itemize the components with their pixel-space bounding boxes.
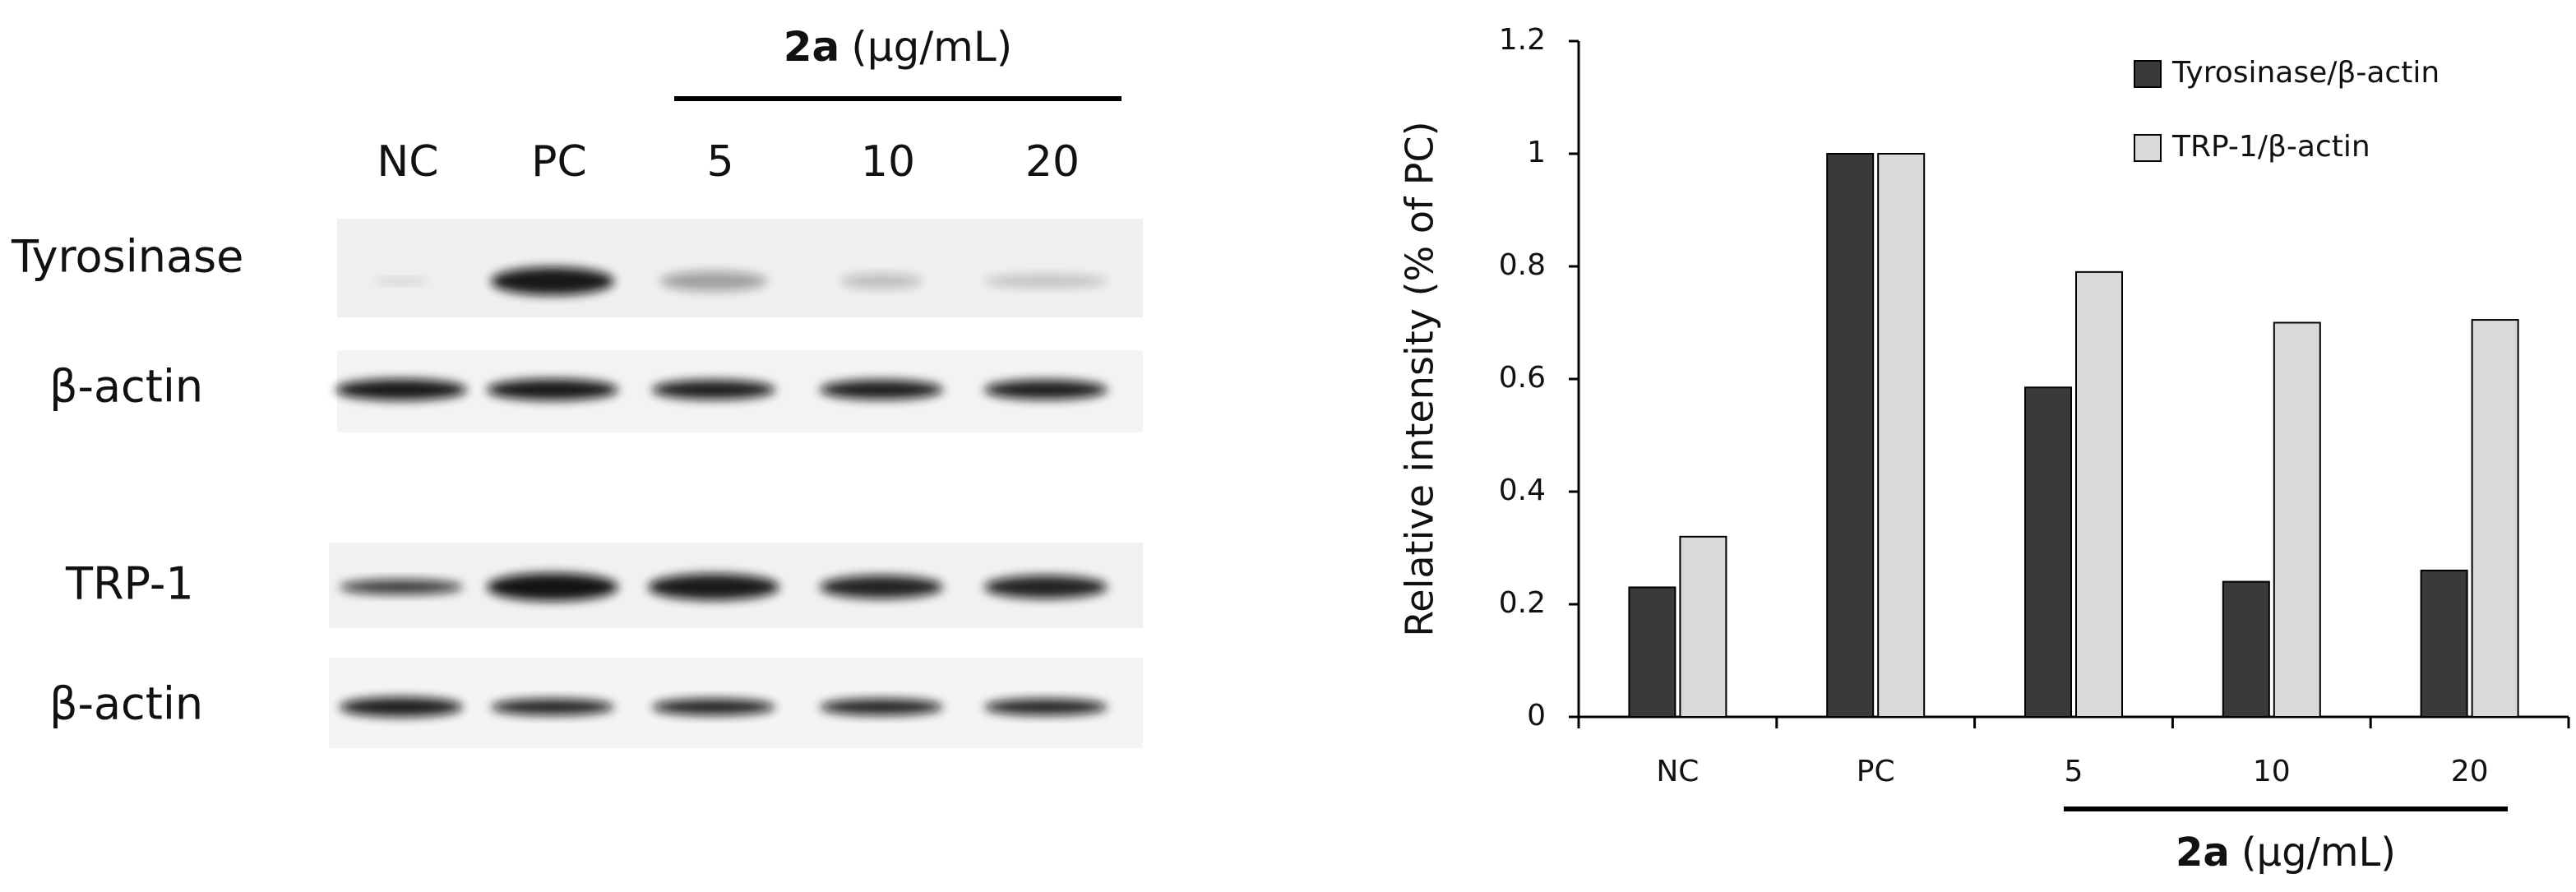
blot-band — [652, 380, 775, 400]
blot-band — [491, 699, 614, 715]
group-label: 2a (μg/mL) — [784, 23, 1013, 71]
row-label: TRP-1 — [65, 558, 194, 610]
row-label: Tyrosinase — [11, 231, 243, 283]
group-unit: (μg/mL) — [851, 23, 1012, 71]
legend-swatch — [2134, 60, 2162, 88]
bar — [2222, 580, 2270, 718]
blot-band — [340, 697, 463, 717]
y-tick-label: 0.2 — [1499, 586, 1546, 620]
blot-band — [487, 573, 618, 601]
legend-label: TRP-1/β-actin — [2171, 130, 2370, 164]
x-tick-label: 10 — [2253, 755, 2291, 788]
blot-band — [340, 580, 463, 594]
y-tick-label: 1.2 — [1499, 23, 1546, 57]
blot-band — [820, 699, 943, 715]
blot-band — [984, 275, 1108, 288]
blot-band — [652, 699, 775, 715]
bar-chart: Relative intensity (% of PC) 2a (μg/mL) 0… — [1398, 23, 2570, 876]
group-bold: 2a — [2176, 830, 2230, 876]
lane-label: NC — [377, 137, 438, 187]
row-label: β-actin — [49, 361, 203, 413]
lane-label: 5 — [706, 137, 733, 187]
lane-label: PC — [531, 137, 587, 187]
bar — [1877, 153, 1926, 718]
blot-band — [648, 574, 779, 600]
bar — [2471, 319, 2519, 718]
western-blot: 2a (μg/mL) NC PC 5 10 20 Tyrosinase β-actin TRP-… — [11, 23, 1143, 748]
blot-band — [335, 379, 467, 400]
y-axis-label: Relative intensity (% of PC) — [1398, 121, 1442, 636]
blot-band — [984, 575, 1108, 599]
y-tick-label: 1 — [1527, 136, 1546, 169]
group-unit: (μg/mL) — [2241, 830, 2396, 876]
blot-band — [984, 699, 1108, 715]
x-tick-label: 20 — [2451, 755, 2489, 788]
y-tick-label: 0 — [1527, 699, 1546, 733]
blot-band — [372, 278, 430, 284]
x-tick-label: 5 — [2065, 755, 2083, 788]
blot-band — [487, 379, 618, 400]
x-tick-label: PC — [1857, 755, 1895, 788]
bar — [2273, 321, 2321, 718]
row-label: β-actin — [49, 678, 203, 730]
lane-label: 10 — [861, 137, 915, 187]
group-label: 2a (μg/mL) — [2176, 830, 2396, 876]
bar — [1826, 153, 1875, 718]
bar — [2024, 386, 2072, 718]
lane-label: 20 — [1025, 137, 1080, 187]
blot-band — [820, 575, 943, 599]
blot-band — [660, 271, 767, 291]
bar — [2420, 569, 2468, 719]
y-tick-label: 0.6 — [1499, 361, 1546, 395]
y-tick-label: 0.8 — [1499, 248, 1546, 282]
group-bold: 2a — [784, 23, 840, 71]
y-tick-label: 0.4 — [1499, 474, 1546, 507]
legend-label: Tyrosinase/β-actin — [2171, 56, 2440, 90]
bar — [1628, 586, 1676, 719]
blot-band — [840, 274, 923, 289]
blot-band — [984, 380, 1108, 400]
x-tick-label: NC — [1656, 755, 1699, 788]
blot-band — [820, 380, 943, 400]
legend-swatch — [2134, 134, 2162, 162]
bar — [1679, 535, 1727, 718]
bar — [2075, 270, 2123, 719]
blot-band — [491, 267, 614, 295]
blot-row-bg — [337, 219, 1143, 317]
